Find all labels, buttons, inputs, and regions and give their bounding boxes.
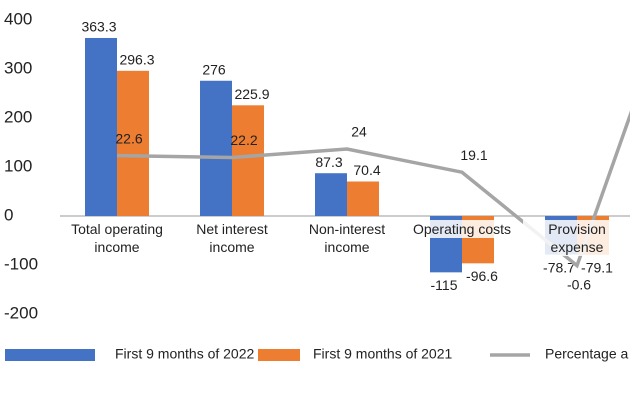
- x-tick-label: Total operating income: [63, 220, 171, 256]
- bar: [232, 105, 264, 216]
- bar: [117, 70, 149, 216]
- y-tick-label: 0: [4, 205, 13, 224]
- legend-swatch: [258, 349, 300, 361]
- line-value-label: -0.6: [567, 276, 591, 292]
- bar-value-label: -78.7: [543, 259, 575, 275]
- bar-value-label: 70.4: [353, 162, 380, 178]
- bar-value-label: 363.3: [81, 19, 116, 35]
- x-tick-label: Non-interest income: [293, 220, 401, 256]
- y-tick-label: -100: [4, 254, 38, 273]
- line-value-label: 22.2: [230, 132, 257, 148]
- bar-value-label: -115: [431, 277, 458, 293]
- bar-value-label: 87.3: [315, 154, 342, 170]
- bar: [85, 37, 117, 216]
- bar-value-label: -79.1: [581, 259, 613, 275]
- line-value-label: 24: [351, 124, 367, 140]
- legend-label: First 9 months of 2022: [115, 346, 255, 362]
- bar: [315, 173, 347, 216]
- x-tick-label: Net interest income: [178, 220, 286, 256]
- bar-value-label: 225.9: [234, 86, 269, 102]
- line-series: [116, 110, 630, 269]
- line-value-label: 19.1: [460, 147, 487, 163]
- y-tick-label: 200: [4, 107, 32, 126]
- bar-value-label: 296.3: [119, 52, 154, 68]
- legend-swatch: [5, 349, 95, 361]
- legend-label: Percentage a: [545, 346, 628, 362]
- y-tick-label: -200: [4, 303, 38, 322]
- x-tick-label: Provision expense: [523, 220, 630, 256]
- bar: [347, 181, 379, 216]
- line-value-label: 22.6: [115, 130, 142, 146]
- y-tick-label: 300: [4, 58, 32, 77]
- bar-value-label: 276: [202, 61, 226, 77]
- bar-value-label: -96.6: [466, 268, 498, 284]
- y-tick-label: 100: [4, 156, 32, 175]
- x-tick-label: Operating costs: [408, 220, 516, 238]
- legend-label: First 9 months of 2021: [313, 346, 453, 362]
- bar: [200, 80, 232, 216]
- y-tick-label: 400: [4, 9, 32, 28]
